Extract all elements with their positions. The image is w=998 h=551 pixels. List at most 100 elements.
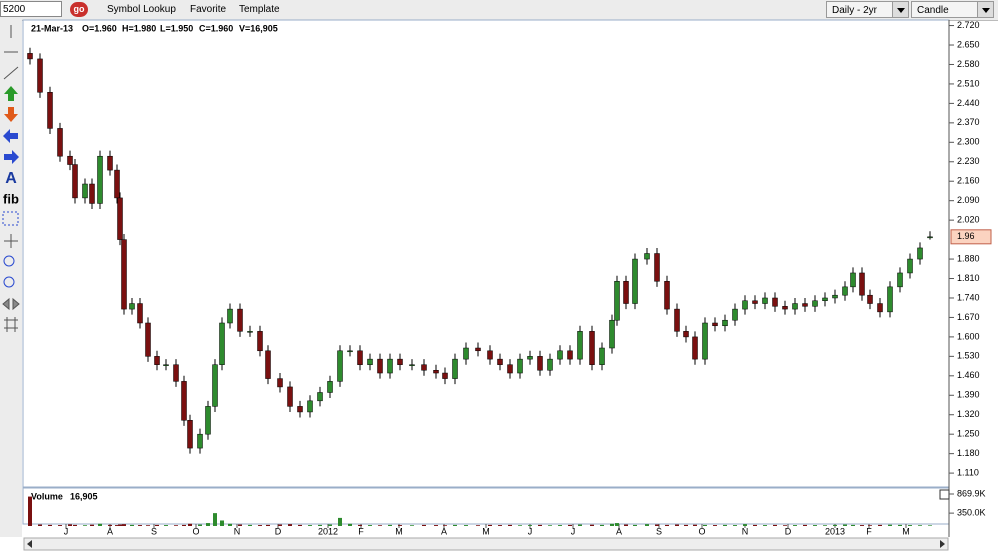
candle-body	[802, 303, 808, 307]
volume-bar	[398, 525, 402, 526]
close-volume[interactable]	[939, 489, 950, 500]
candle-body	[752, 300, 758, 304]
candle-body	[117, 197, 123, 240]
candle-body	[265, 350, 271, 379]
tool-left[interactable]	[3, 129, 18, 143]
candle-body	[887, 286, 893, 313]
candle-body	[57, 128, 63, 157]
tool-text[interactable]: A	[5, 170, 17, 187]
candle-body	[227, 308, 233, 324]
x-tick-label: S	[151, 526, 157, 536]
candle-body	[121, 239, 127, 310]
candle-body	[812, 300, 818, 307]
info-item: C=1.960	[199, 23, 233, 33]
volume-bar	[73, 524, 77, 526]
last-price: 1.96	[957, 231, 975, 241]
volume-bar	[743, 524, 747, 526]
volume-bar	[860, 525, 864, 526]
x-tick-label: 2013	[825, 526, 845, 536]
volume-bar	[258, 525, 262, 526]
candle-body	[114, 169, 120, 199]
candle-body	[367, 358, 373, 365]
volume-bar	[108, 524, 112, 526]
volume-bar	[558, 525, 562, 526]
volume-bar	[723, 524, 727, 526]
tool-zoom-in[interactable]	[3, 255, 15, 267]
y-tick-label: 2.580	[957, 59, 980, 69]
candle-body	[917, 247, 923, 260]
tool-fit[interactable]	[2, 297, 20, 311]
x-tick-label: J	[571, 526, 576, 536]
candle-body	[327, 381, 333, 393]
volume-bar	[498, 525, 502, 526]
x-tick-label: N	[742, 526, 749, 536]
volume-value: 16,905	[70, 491, 98, 501]
volume-bar	[600, 524, 604, 526]
volume-bar	[220, 520, 224, 526]
volume-bar	[434, 525, 438, 526]
candle-body	[557, 350, 563, 360]
candle-body	[702, 322, 708, 360]
volume-pane	[22, 487, 950, 525]
tool-right[interactable]	[4, 150, 19, 164]
favorite[interactable]: Favorite	[190, 4, 227, 15]
candle-body	[867, 294, 873, 304]
volume-bar	[83, 525, 87, 526]
symbol-input[interactable]: 5200	[0, 1, 62, 17]
template[interactable]: Template	[239, 4, 280, 15]
y-tick-label: 1.670	[957, 312, 980, 322]
scrollbar[interactable]	[23, 537, 949, 551]
tool-cross[interactable]	[4, 234, 18, 248]
candle-body	[397, 358, 403, 365]
tool-grid[interactable]	[4, 317, 18, 332]
candle-body	[27, 53, 33, 60]
volume-bar	[155, 524, 159, 526]
candle-body	[442, 372, 448, 379]
volume-bar	[918, 525, 922, 526]
candle-body	[409, 364, 415, 366]
candle-body	[97, 155, 103, 204]
price-pane	[22, 19, 950, 488]
candle-body	[599, 347, 605, 365]
volume-bar	[122, 524, 126, 526]
go-button[interactable]: go	[70, 2, 88, 17]
tool-zoom-out[interactable]	[3, 276, 15, 288]
x-tick-label: M	[395, 526, 403, 536]
y-tick-label: 2.020	[957, 215, 980, 225]
candle-body	[692, 336, 698, 360]
tool-select[interactable]	[2, 211, 19, 226]
volume-bar	[528, 525, 532, 526]
volume-bar	[198, 524, 202, 526]
tools-panel	[0, 20, 22, 537]
volume-bar	[138, 525, 142, 526]
candle-body	[792, 303, 798, 310]
volume-bar	[753, 524, 757, 526]
tool-fib[interactable]: fib	[3, 191, 19, 206]
symbol-lookup[interactable]: Symbol Lookup	[107, 4, 176, 15]
candle-body	[129, 303, 135, 310]
candle-body	[463, 347, 469, 360]
tool-up[interactable]	[4, 86, 18, 101]
volume-bar	[28, 496, 32, 526]
candle-body	[732, 308, 738, 321]
candle-body	[107, 155, 113, 171]
volume-bar	[610, 523, 614, 526]
volume-bar	[328, 524, 332, 526]
volume-bar	[443, 525, 447, 526]
candle-body	[927, 236, 933, 239]
tool-trend[interactable]	[3, 66, 19, 80]
candle-body	[832, 294, 838, 299]
period-arrow[interactable]	[892, 1, 909, 18]
style-arrow[interactable]	[977, 1, 994, 18]
style-select[interactable]: Candle	[911, 1, 978, 18]
volume-bar	[146, 525, 150, 526]
tool-icons: A fib	[2, 25, 20, 332]
period-select[interactable]: Daily - 2yr	[826, 1, 893, 18]
tool-down[interactable]	[4, 107, 18, 122]
x-tick-label: F	[866, 526, 872, 536]
candle-body	[137, 303, 143, 324]
volume-bar	[68, 524, 72, 526]
volume-bar	[338, 517, 342, 526]
candle-body	[47, 92, 53, 129]
